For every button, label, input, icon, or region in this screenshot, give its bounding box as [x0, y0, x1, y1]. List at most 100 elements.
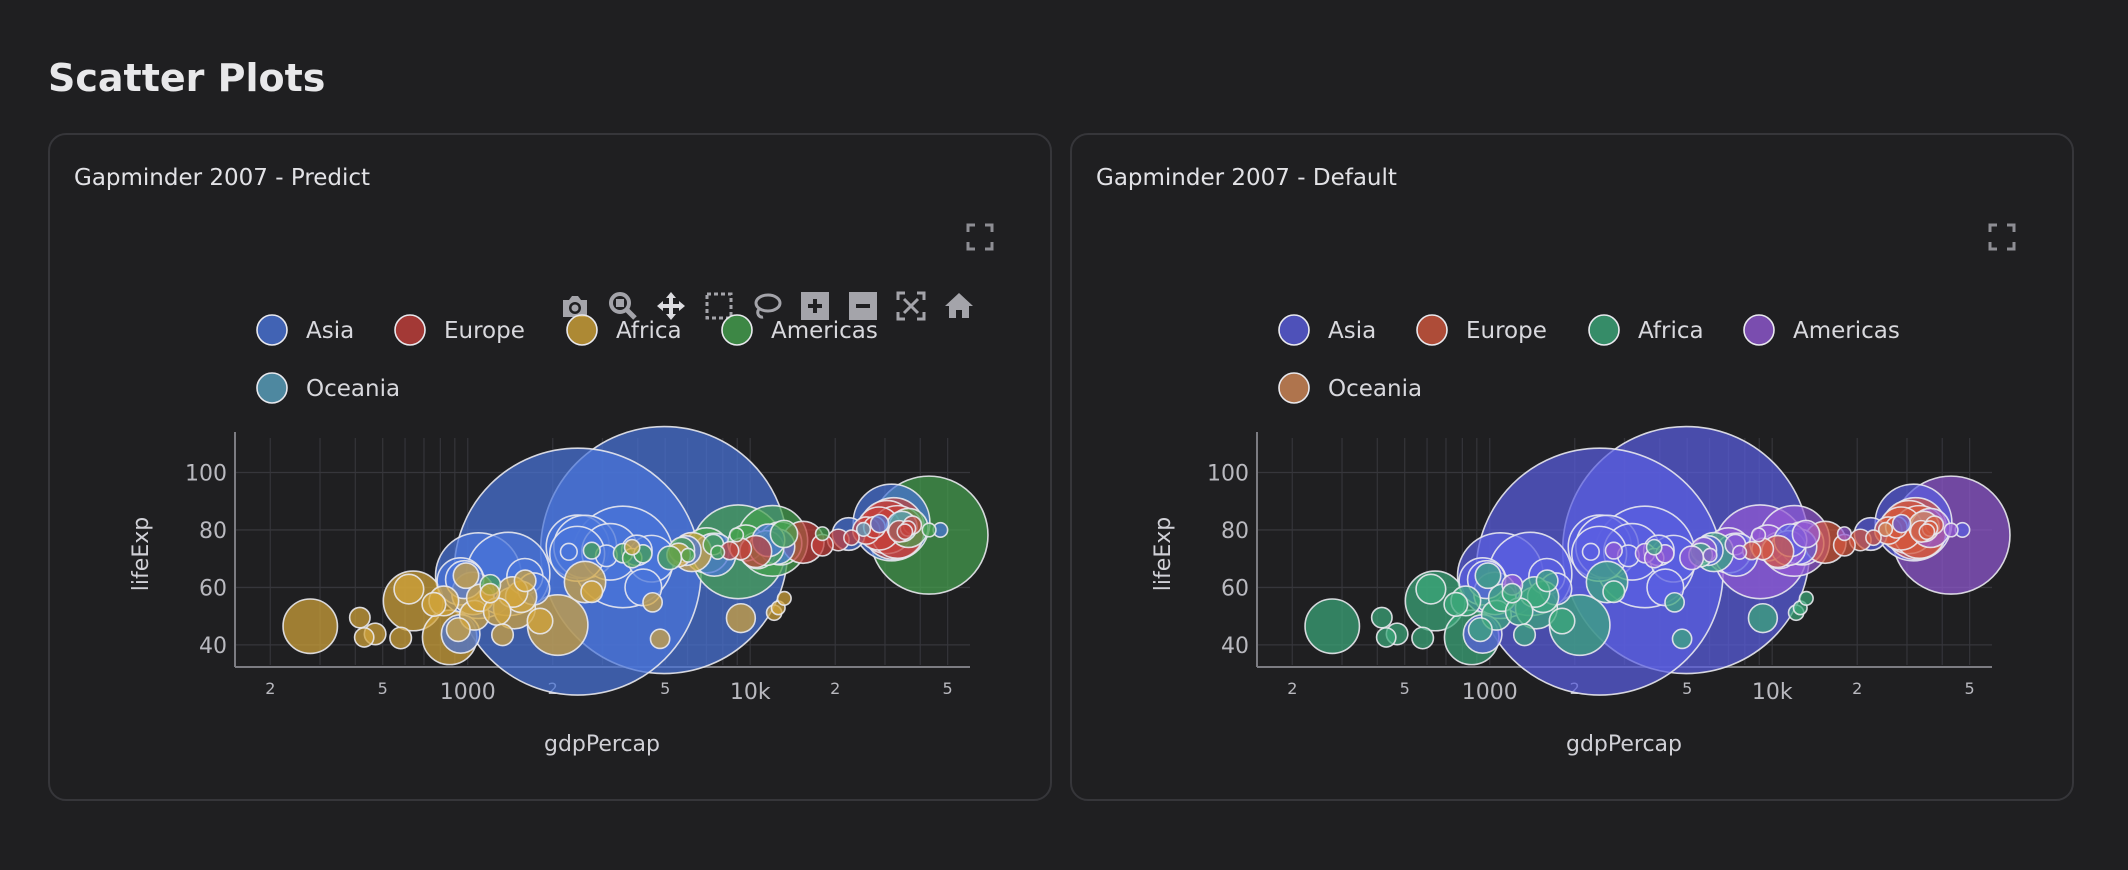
data-point [623, 538, 641, 556]
legend-label: Asia [1328, 318, 1376, 344]
data-point [1679, 545, 1705, 571]
data-point [814, 526, 830, 542]
x-tick-label: 5 [1682, 679, 1692, 698]
legend-item[interactable]: Asia [256, 314, 354, 346]
zoom-icon[interactable] [602, 287, 644, 325]
legend-item[interactable]: Oceania [256, 372, 400, 404]
x-tick-label: 2 [1287, 679, 1297, 698]
chart-card-title: Gapminder 2007 - Default [1096, 165, 1397, 191]
data-point [393, 573, 425, 605]
legend-marker [1588, 314, 1620, 346]
legend-item[interactable]: Europe [394, 314, 525, 346]
camera-icon[interactable] [554, 287, 596, 325]
autoscale-icon[interactable] [890, 287, 932, 325]
data-point [1877, 521, 1894, 537]
zoom-in-icon[interactable] [794, 287, 836, 325]
data-point [490, 623, 515, 647]
x-axis-title: gdpPercap [544, 732, 660, 757]
data-point [680, 547, 696, 563]
data-point [1535, 569, 1559, 593]
x-tick-label: 5 [378, 679, 388, 698]
data-point [479, 582, 501, 604]
x-tick-label: 5 [660, 679, 670, 698]
x-tick-label: 10k [1752, 680, 1793, 705]
legend-marker [1743, 314, 1775, 346]
y-tick-label: 80 [199, 519, 227, 544]
legend-item[interactable]: Americas [721, 314, 878, 346]
data-point [1664, 591, 1686, 613]
y-axis-title: lifeExp [129, 517, 154, 591]
x-tick-label: 5 [1965, 679, 1975, 698]
data-point [452, 562, 480, 590]
legend-label: Americas [771, 318, 878, 344]
data-point [389, 626, 413, 650]
data-point [513, 569, 537, 593]
x-tick-label: 10k [730, 680, 771, 705]
x-tick-label: 2 [1852, 679, 1862, 698]
data-point [1415, 573, 1447, 605]
y-tick-label: 60 [199, 576, 227, 601]
legend-item[interactable]: Asia [1278, 314, 1376, 346]
lasso-icon[interactable] [746, 287, 788, 325]
data-point [769, 519, 799, 549]
y-tick-label: 100 [1207, 461, 1249, 486]
data-point [1411, 626, 1435, 650]
y-tick-label: 40 [1221, 634, 1249, 659]
legend-item[interactable]: Europe [1416, 314, 1547, 346]
legend-label: Africa [616, 318, 682, 344]
legend-marker [256, 372, 288, 404]
y-tick-label: 100 [185, 461, 227, 486]
scatter-chart-default[interactable]: 4060801002510002510k25gdpPercaplifeExpAs… [1072, 135, 2076, 803]
box-select-icon[interactable] [698, 287, 740, 325]
pan-icon[interactable] [650, 287, 692, 325]
data-point [843, 529, 860, 547]
data-point [526, 607, 554, 635]
legend-item[interactable]: Americas [1743, 314, 1900, 346]
scatter-chart-predict[interactable]: 4060801002510002510k25gdpPercaplifeExpAs… [50, 135, 1054, 803]
data-point [1467, 617, 1493, 643]
legend-label: Europe [1466, 318, 1547, 344]
data-point [1581, 542, 1600, 561]
legend-label: Oceania [1328, 376, 1422, 402]
page-title: Scatter Plots [48, 56, 326, 100]
data-point [580, 580, 604, 604]
markers [1304, 425, 2011, 696]
data-point [1443, 591, 1469, 617]
data-point [776, 590, 792, 606]
fullscreen-icon[interactable] [1988, 223, 2016, 251]
legend-label: Americas [1793, 318, 1900, 344]
data-point [869, 513, 890, 534]
data-point [1747, 602, 1779, 634]
y-tick-label: 80 [1221, 519, 1249, 544]
data-point [1375, 626, 1397, 648]
y-tick-label: 40 [199, 634, 227, 659]
data-point [1798, 590, 1814, 606]
data-point [1671, 628, 1693, 650]
x-tick-label: 5 [943, 679, 953, 698]
x-tick-label: 1000 [1462, 680, 1518, 705]
data-point [1918, 523, 1936, 541]
y-tick-label: 60 [1221, 576, 1249, 601]
x-tick-label: 2 [265, 679, 275, 698]
data-point [1943, 522, 1959, 538]
fullscreen-icon[interactable] [966, 223, 994, 251]
chart-card-predict: Gapminder 2007 - Predict [48, 133, 1052, 801]
data-point [282, 598, 339, 655]
legend: Asia Europe Africa Americas Oceania [1278, 314, 1900, 404]
legend-marker [256, 314, 288, 346]
legend-item[interactable]: Oceania [1278, 372, 1422, 404]
legend-item[interactable]: Africa [566, 314, 682, 346]
legend-item[interactable]: Africa [1588, 314, 1704, 346]
chart-card-title: Gapminder 2007 - Predict [74, 165, 371, 191]
reset-axes-icon[interactable] [938, 287, 980, 325]
data-point [1836, 526, 1852, 542]
data-point [1548, 607, 1576, 635]
zoom-out-icon[interactable] [842, 287, 884, 325]
data-point [348, 606, 371, 629]
x-tick-label: 5 [1400, 679, 1410, 698]
legend-marker [394, 314, 426, 346]
legend-label: Asia [306, 318, 354, 344]
data-point [1865, 529, 1882, 547]
data-point [1604, 541, 1623, 560]
data-point [1732, 544, 1748, 560]
